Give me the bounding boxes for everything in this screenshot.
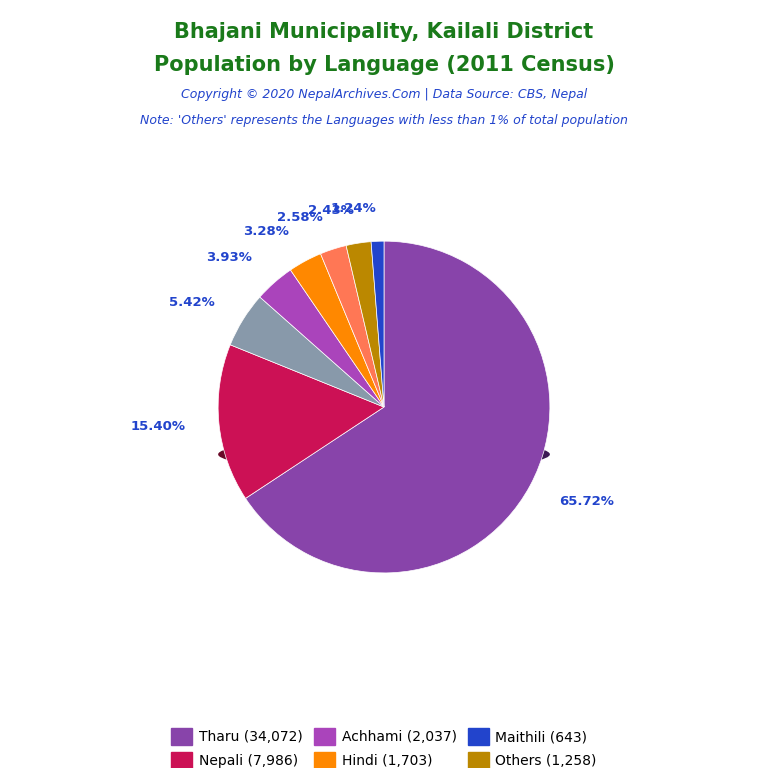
Text: 3.93%: 3.93% [207, 251, 253, 264]
Text: 1.24%: 1.24% [330, 202, 376, 214]
Wedge shape [260, 270, 384, 407]
Wedge shape [246, 438, 550, 471]
Text: 3.28%: 3.28% [243, 226, 290, 238]
Wedge shape [218, 448, 384, 463]
Text: 2.58%: 2.58% [277, 211, 323, 224]
Wedge shape [246, 241, 550, 573]
Wedge shape [230, 297, 384, 407]
Wedge shape [290, 439, 384, 455]
Wedge shape [320, 246, 384, 407]
Text: Note: 'Others' represents the Languages with less than 1% of total population: Note: 'Others' represents the Languages … [140, 114, 628, 127]
Text: Copyright © 2020 NepalArchives.Com | Data Source: CBS, Nepal: Copyright © 2020 NepalArchives.Com | Dat… [181, 88, 587, 101]
Text: Population by Language (2011 Census): Population by Language (2011 Census) [154, 55, 614, 75]
Wedge shape [346, 438, 384, 455]
Text: 15.40%: 15.40% [131, 420, 186, 433]
Text: 2.43%: 2.43% [307, 204, 353, 217]
Legend: Tharu (34,072), Nepali (7,986), Doteli (2,809), Achhami (2,037), Hindi (1,703), : Tharu (34,072), Nepali (7,986), Doteli (… [166, 723, 602, 768]
Wedge shape [346, 242, 384, 407]
Wedge shape [260, 441, 384, 455]
Wedge shape [320, 439, 384, 455]
Text: Bhajani Municipality, Kailali District: Bhajani Municipality, Kailali District [174, 22, 594, 42]
Wedge shape [290, 253, 384, 407]
Wedge shape [371, 241, 384, 407]
Text: 65.72%: 65.72% [559, 495, 614, 508]
Wedge shape [371, 438, 384, 455]
Wedge shape [218, 345, 384, 498]
Text: 5.42%: 5.42% [169, 296, 215, 309]
Wedge shape [230, 443, 384, 455]
